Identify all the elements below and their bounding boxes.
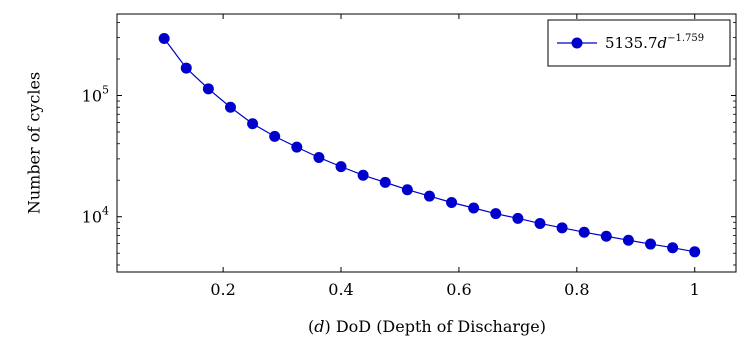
data-point [667, 242, 679, 254]
x-axis-label: (d) DoD (Depth of Discharge) [308, 317, 546, 336]
data-point [512, 212, 524, 224]
series-group [158, 33, 701, 258]
data-point [622, 234, 634, 246]
data-point [335, 161, 347, 173]
x-tick-label: 1 [690, 280, 700, 299]
data-point [423, 190, 435, 202]
legend-entry: 5135.7d−1.759 [605, 33, 704, 52]
data-point [224, 101, 236, 113]
data-point [578, 226, 590, 238]
x-tick-label: 0.8 [564, 280, 589, 299]
data-point [313, 151, 325, 163]
y-tick-label: 105 [82, 83, 109, 105]
data-point [490, 208, 502, 220]
plot-frame [116, 13, 737, 273]
data-point [600, 230, 612, 242]
y-axis-label: Number of cycles [25, 72, 44, 214]
x-tick-label: 0.2 [210, 280, 235, 299]
x-tick-label: 0.6 [446, 280, 471, 299]
x-tick-label: 0.4 [328, 280, 353, 299]
y-tick-label: 104 [82, 205, 109, 227]
data-point [357, 169, 369, 181]
series-line [163, 38, 695, 253]
data-point [202, 83, 214, 95]
data-point [269, 130, 281, 142]
data-point [689, 246, 701, 258]
data-point [446, 197, 458, 209]
data-point [556, 222, 568, 234]
data-point [247, 118, 259, 130]
data-point [158, 33, 170, 45]
data-point [180, 62, 192, 74]
data-point [534, 217, 546, 229]
legend-marker [571, 37, 583, 49]
legend: 5135.7d−1.759 [547, 19, 731, 67]
data-point [468, 202, 480, 214]
data-point [379, 176, 391, 188]
data-point [401, 184, 413, 196]
data-point [291, 141, 303, 153]
ticks: 0.2 0.4 0.6 0.8 1 104 105 [82, 14, 736, 299]
data-point [645, 238, 657, 250]
